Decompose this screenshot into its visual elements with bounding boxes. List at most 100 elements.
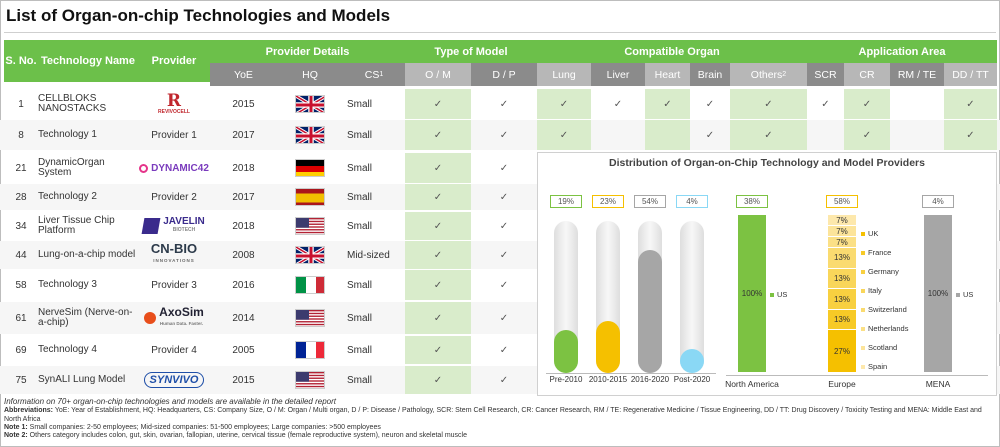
region-bar-segment: 7% [828,237,856,249]
row-sno: 28 [15,191,27,203]
table-row: 8 Technology 1 Provider 1 2017 Small ✓ ✓ ✓ ✓ ✓ ✓ ✓ [0,120,1000,150]
row-sno: 44 [15,249,27,261]
header-brain: Brain [690,63,730,86]
header-ddtt: DD / TT [944,63,997,86]
era-label: 2010-2015 [588,375,628,384]
legend-label: Germany [868,267,899,276]
header-liver: Liver [591,63,645,86]
legend-label: Scotland [868,343,898,352]
row-provider: Provider 4 [151,344,197,356]
row-tech-name: CELLBLOKS NANOSTACKS [38,93,107,114]
era-tube [680,221,704,373]
table-row: 69 Technology 4 Provider 4 2005 Small ✓ ✓ [0,336,1000,364]
check-icon: ✓ [862,129,872,141]
footnote-abbr-label: Abbreviations: [4,407,54,415]
row-yoe: 2015 [232,98,255,110]
region-bar-segment: 7% [828,215,856,227]
france-flag-icon [295,341,325,359]
row-provider-logo: CN-BIO INNOVATIONS [138,241,210,269]
row-provider-logo: JAVELIN BIOTECH [138,212,210,240]
header-others: Others 2 [730,63,807,86]
title-divider [4,32,996,33]
row-tick-cell: ✓ [591,89,645,119]
footnote-info: Information on 70+ organ-on-chip technol… [4,397,336,406]
era-axis [546,373,716,374]
header-compatible-organ: Compatible Organ [537,40,807,63]
region-bar-segment: 100% [738,215,766,373]
row-tech-name: Technology 4 [38,344,97,355]
distribution-chart: Distribution of Organ-on-Chip Technology… [537,152,997,396]
legend-label: Switzerland [868,305,907,314]
header-cs: CS 1 [343,63,405,86]
row-provider-logo: AxoSim Human Data. Faster. [138,302,210,334]
legend-item: Switzerland [861,305,907,314]
region-bar-segment: 13% [828,268,856,290]
us-flag-icon [295,217,325,235]
era-bar [638,249,662,373]
table-row: 21 DynamicOrgan System DYNAMIC42 2018 Small ✓… [0,153,1000,183]
row-provider: Provider 1 [151,129,197,141]
javelin-biotech-logo: JAVELIN BIOTECH [141,217,205,235]
row-tick-cell [645,120,690,150]
legend-item: US [956,290,973,299]
chart-title: Distribution of Organ-on-Chip Technology… [609,157,925,169]
region-bar-segment: 13% [828,248,856,269]
header-om: O / M [405,63,471,86]
row-sno: 34 [15,220,27,232]
row-tech-name: Technology 2 [38,191,97,202]
check-icon: ✓ [966,129,975,141]
row-tech-name: DynamicOrgan System [38,157,105,178]
check-icon: ✓ [499,279,509,291]
check-icon: ✓ [433,98,443,110]
row-company-size: Small [347,191,373,203]
row-tick-cell: ✓ [537,120,591,150]
region-bar-segment: 7% [828,226,856,238]
row-tick-cell: ✓ [405,120,471,150]
row-company-size: Small [347,374,373,386]
row-tech-name: NerveSim (Nerve-on-a-chip) [38,307,133,328]
legend-label: UK [868,229,879,238]
us-flag-icon [295,309,325,327]
legend-swatch [861,326,865,331]
row-tick-cell: ✓ [471,184,537,210]
legend-swatch [861,345,865,350]
row-tick-cell: ✓ [944,120,997,150]
row-tech-name: Lung-on-a-chip model [38,249,136,260]
row-tick-cell: ✓ [844,89,890,119]
legend-item: Scotland [861,343,897,352]
italy-flag-icon [295,276,325,294]
check-icon: ✓ [663,98,672,110]
check-icon: ✓ [705,129,715,141]
row-tick-cell: ✓ [405,302,471,334]
row-hq [277,241,343,269]
header-application-area: Application Area [807,40,997,63]
header-others-label: Others [750,68,783,81]
row-tick-cell: ✓ [471,270,537,300]
legend-label: US [963,290,974,299]
check-icon: ✓ [499,249,509,261]
check-icon: ✓ [433,191,443,203]
row-tick-cell: ✓ [807,89,844,119]
row-tick-cell: ✓ [471,336,537,364]
check-icon: ✓ [499,162,509,174]
era-share-label: 23% [592,195,624,208]
row-tick-cell: ✓ [471,89,537,119]
header-others-superscript: 2 [782,71,787,78]
row-sno: 61 [15,312,27,324]
region-bar-segment: 100% [924,215,952,373]
region-share-label: 4% [922,195,954,208]
header-cr: CR [844,63,890,86]
check-icon: ✓ [499,312,509,324]
check-icon: ✓ [862,98,872,110]
row-provider-logo: SYNVIVO [138,366,210,394]
header-lung: Lung [537,63,591,86]
row-tick-cell: ✓ [405,89,471,119]
header-sno: S. No. [4,40,38,82]
header-scr: SCR [807,63,844,86]
era-share-label: 54% [634,195,666,208]
row-company-size: Small [347,162,373,174]
legend-label: Spain [868,362,888,371]
row-tech-name: Liver Tissue Chip Platform [38,215,115,236]
row-tick-cell: ✓ [405,366,471,394]
row-tick-cell: ✓ [405,153,471,183]
